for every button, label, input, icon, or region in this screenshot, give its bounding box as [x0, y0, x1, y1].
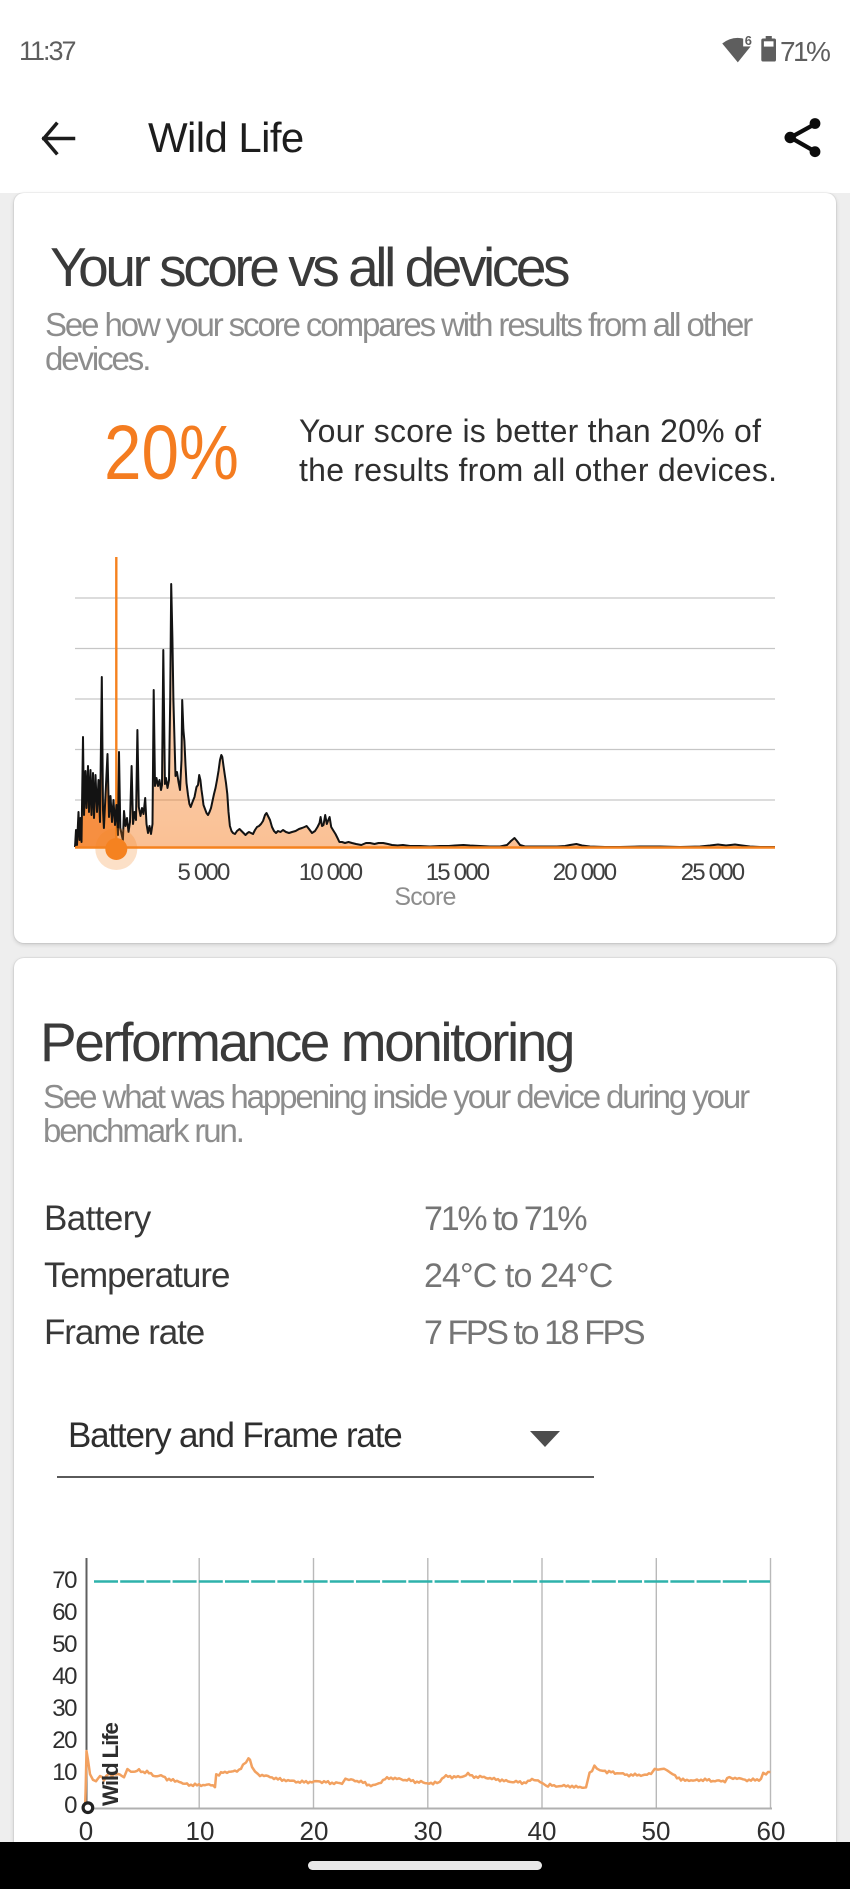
svg-text:6: 6	[745, 34, 752, 48]
